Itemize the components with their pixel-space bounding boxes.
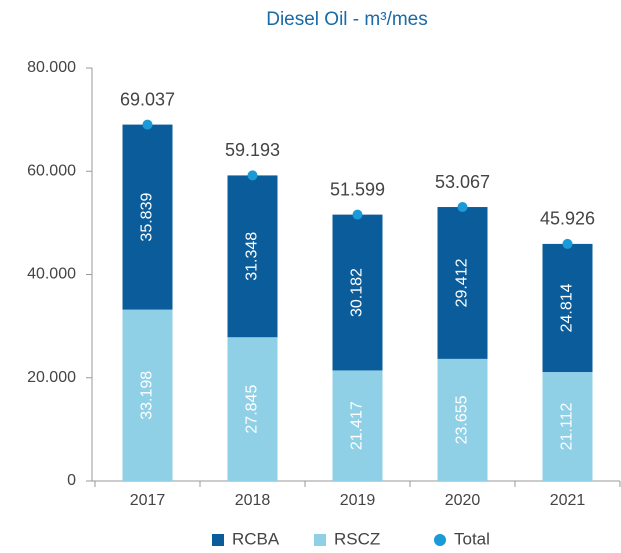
- total-label: 69.037: [120, 89, 175, 109]
- segment-label: 35.839: [139, 193, 156, 242]
- segment-label: 23.655: [454, 395, 471, 444]
- bar-segment: [332, 370, 383, 481]
- legend-marker: [314, 534, 326, 546]
- total-dot: [247, 170, 258, 181]
- legend-marker: [434, 534, 446, 546]
- total-dot: [142, 119, 153, 130]
- x-tick-label: 2019: [340, 492, 376, 509]
- bar-segment: [122, 309, 173, 481]
- legend-label: RSCZ: [334, 529, 380, 548]
- segment-label: 21.417: [349, 401, 366, 450]
- bar-segment: [122, 124, 173, 310]
- segment-label: 24.814: [559, 283, 576, 332]
- segment-label: 21.112: [559, 403, 576, 451]
- total-label: 45.926: [540, 209, 595, 229]
- y-tick-label: 40.000: [27, 266, 76, 283]
- bar-segment: [542, 372, 593, 481]
- bar-segment: [332, 214, 383, 371]
- y-tick-label: 60.000: [27, 162, 76, 179]
- bar-segment: [542, 243, 593, 373]
- y-tick-label: 20.000: [27, 369, 76, 386]
- legend-label: RCBA: [232, 529, 280, 548]
- legend-marker: [212, 534, 224, 546]
- bar-segment: [437, 358, 488, 481]
- y-tick-label: 80.000: [27, 59, 76, 76]
- legend-label: Total: [454, 529, 490, 548]
- segment-label: 33.198: [139, 371, 156, 420]
- segment-label: 29.412: [454, 258, 471, 307]
- chart-title: Diesel Oil - m³/mes: [266, 9, 428, 30]
- x-tick-label: 2018: [235, 492, 271, 509]
- y-tick-label: 0: [67, 472, 76, 489]
- bar-segment: [227, 175, 278, 338]
- bar-segment: [437, 207, 488, 359]
- total-label: 59.193: [225, 140, 280, 160]
- segment-label: 30.182: [349, 268, 366, 317]
- total-dot: [352, 209, 363, 220]
- total-dot: [457, 202, 468, 213]
- x-tick-label: 2020: [445, 492, 481, 509]
- total-dot: [562, 238, 573, 249]
- x-tick-label: 2021: [550, 492, 586, 509]
- total-label: 51.599: [330, 179, 385, 199]
- bar-segment: [227, 337, 278, 481]
- segment-label: 27.845: [244, 385, 261, 434]
- total-label: 53.067: [435, 172, 490, 192]
- x-tick-label: 2017: [130, 492, 166, 509]
- segment-label: 31.348: [244, 232, 261, 281]
